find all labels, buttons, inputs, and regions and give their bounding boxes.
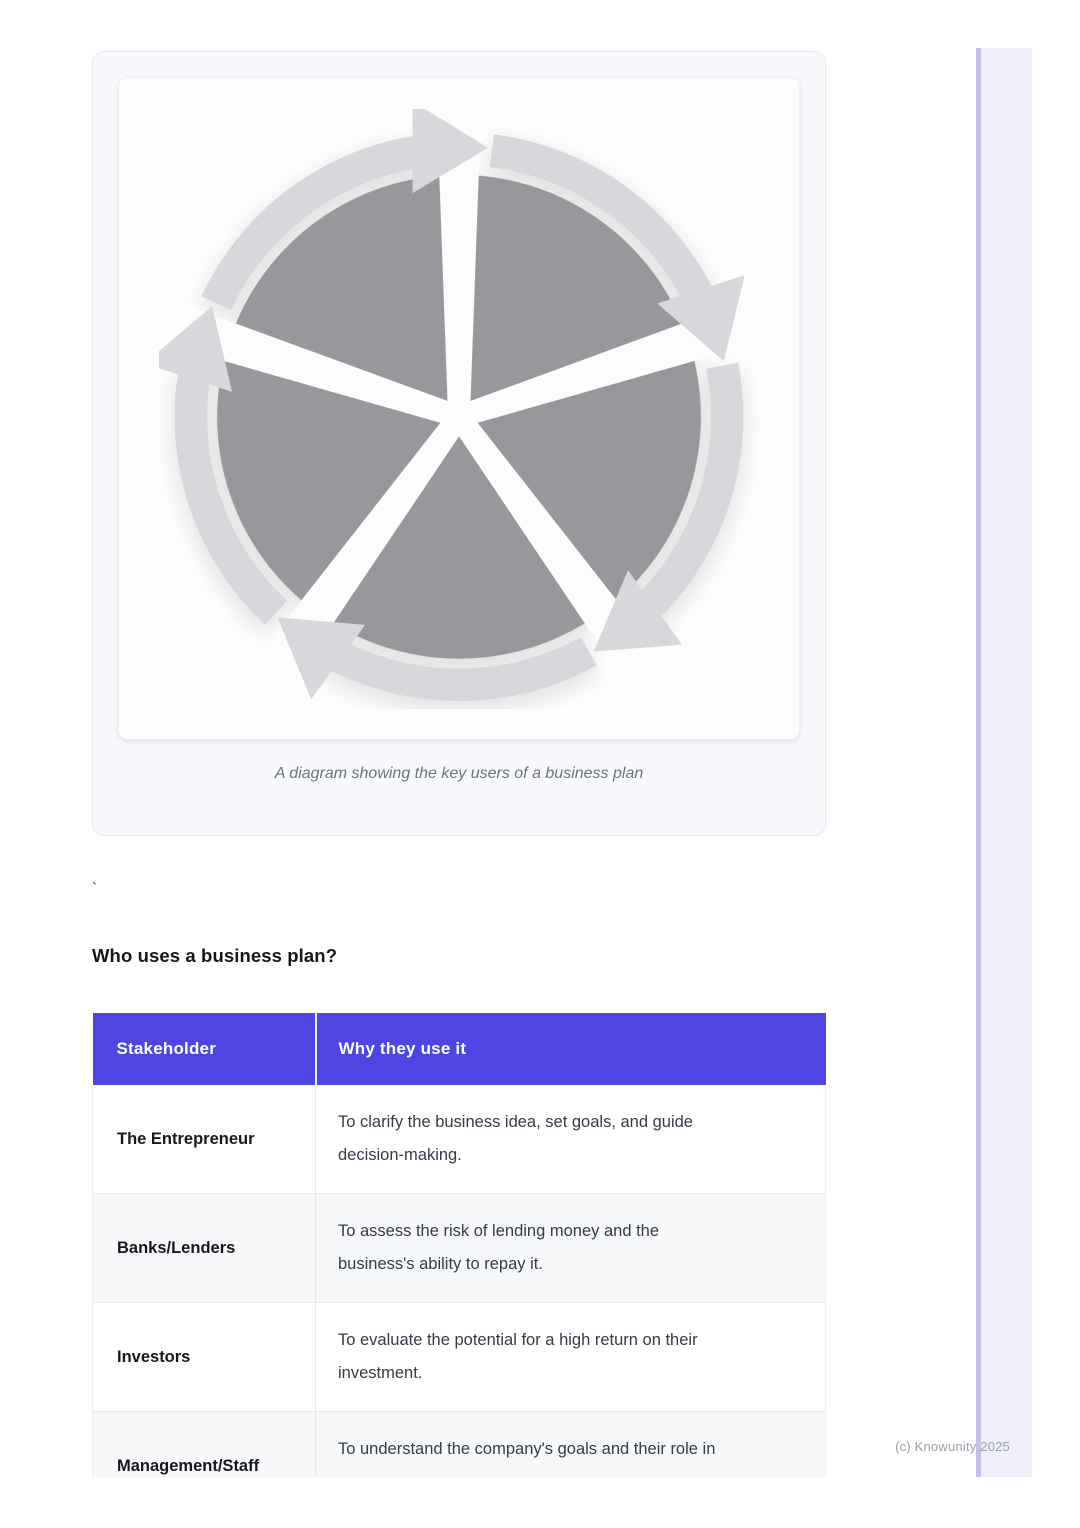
reason-cell: To assess the risk of lending money and …: [315, 1193, 826, 1303]
figure-card: A diagram showing the key users of a bus…: [92, 51, 826, 836]
figure-image-panel: [118, 77, 800, 740]
reason-line: To evaluate the potential for a high ret…: [338, 1331, 698, 1349]
stakeholders-table: Stakeholder Why they use it The Entrepre…: [92, 1013, 826, 1477]
stakeholder-cell: The Entrepreneur: [92, 1085, 316, 1194]
cycle-diagram: [159, 108, 759, 709]
figure-caption: A diagram showing the key users of a bus…: [274, 765, 644, 782]
reason-line: decision-making.: [338, 1146, 462, 1164]
stray-backtick: `: [92, 880, 97, 897]
next-page-edge-strip: [976, 48, 1032, 1477]
table-header-stakeholder: Stakeholder: [92, 1013, 317, 1085]
copyright-notice: (c) Knowunity 2025: [895, 1439, 1010, 1454]
stakeholder-cell: Investors: [92, 1302, 316, 1412]
page-content-area: A diagram showing the key users of a bus…: [92, 0, 826, 1477]
reason-cell: To evaluate the potential for a high ret…: [315, 1302, 826, 1412]
stakeholder-cell: Management/Staff: [92, 1411, 316, 1477]
table-row: The Entrepreneur To clarify the business…: [92, 1085, 826, 1194]
stakeholder-cell: Banks/Lenders: [92, 1193, 316, 1303]
reason-line: To clarify the business idea, set goals,…: [338, 1113, 693, 1131]
table-header-row: Stakeholder Why they use it: [92, 1013, 826, 1085]
reason-line: To assess the risk of lending money and …: [338, 1222, 660, 1240]
reason-line: investment.: [338, 1364, 423, 1382]
section-heading: Who uses a business plan?: [92, 945, 338, 966]
reason-cell: To clarify the business idea, set goals,…: [315, 1085, 826, 1194]
reason-cell: To understand the company's goals and th…: [315, 1411, 826, 1477]
table-row: Management/Staff To understand the compa…: [92, 1411, 826, 1477]
reason-line: To understand the company's goals and th…: [338, 1440, 716, 1458]
table-row: Investors To evaluate the potential for …: [92, 1302, 826, 1412]
content-column: A diagram showing the key users of a bus…: [92, 0, 826, 1477]
reason-line: business's ability to repay it.: [338, 1255, 543, 1273]
table-row: Banks/Lenders To assess the risk of lend…: [92, 1193, 826, 1303]
table-header-why: Why they use it: [315, 1013, 826, 1085]
